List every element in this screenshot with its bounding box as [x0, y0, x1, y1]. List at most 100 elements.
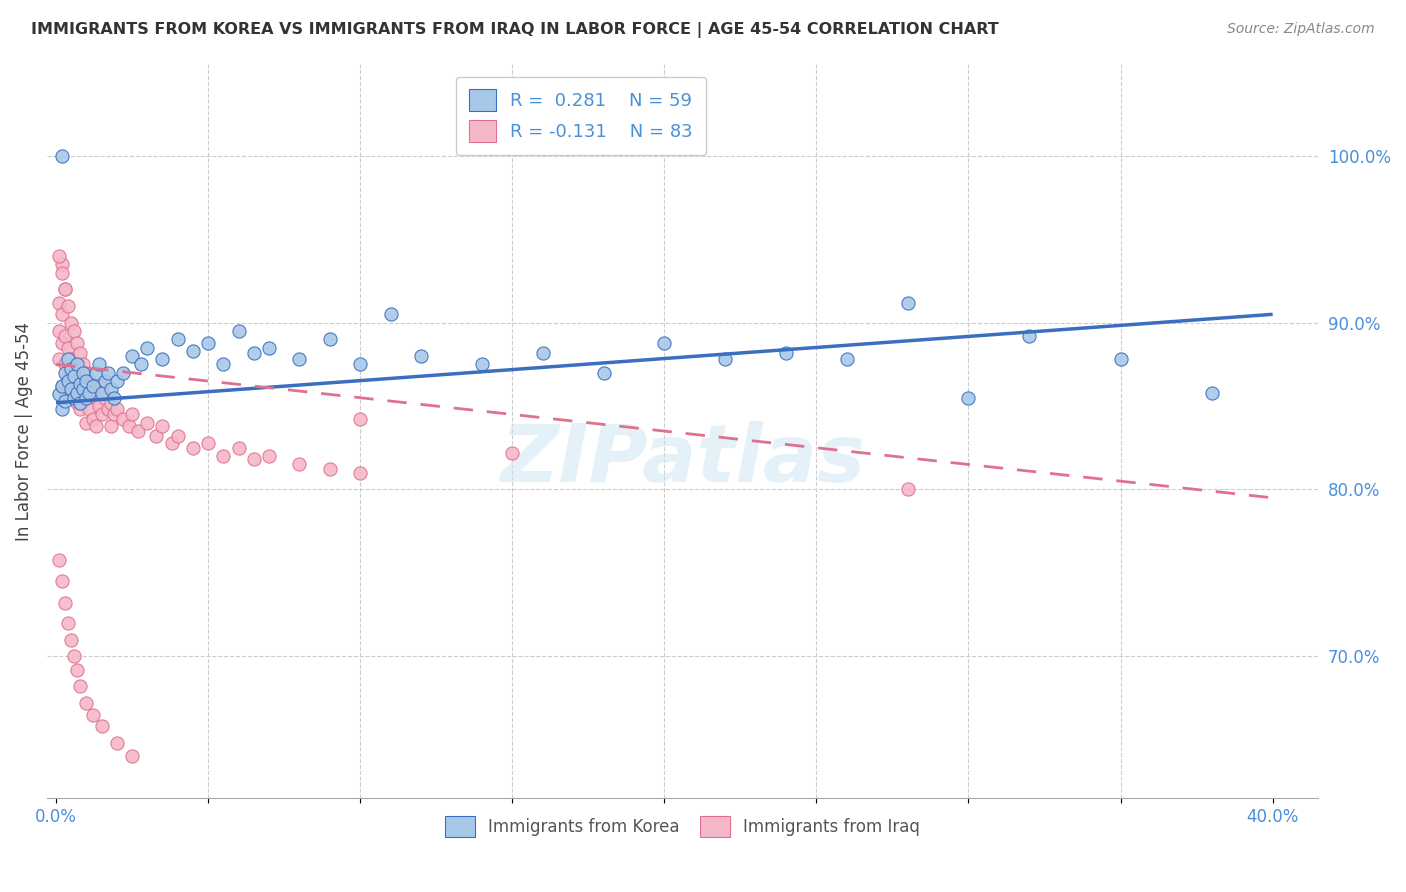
Point: [53, 385, 76, 400]
Point: [56, 352, 79, 367]
Point: [75, 374, 97, 388]
Point: [319, 462, 342, 476]
Point: [60, 352, 83, 367]
Point: [166, 332, 188, 346]
Point: [51, 257, 73, 271]
Point: [48, 295, 70, 310]
Point: [228, 324, 250, 338]
Point: [127, 424, 149, 438]
Point: [75, 696, 97, 710]
Point: [242, 452, 264, 467]
Point: [409, 349, 432, 363]
Point: [63, 391, 86, 405]
Point: [51, 307, 73, 321]
Point: [103, 391, 125, 405]
Point: [60, 383, 83, 397]
Text: IMMIGRANTS FROM KOREA VS IMMIGRANTS FROM IRAQ IN LABOR FORCE | AGE 45-54 CORRELA: IMMIGRANTS FROM KOREA VS IMMIGRANTS FROM…: [31, 22, 998, 38]
Point: [93, 374, 115, 388]
Point: [56, 369, 79, 384]
Point: [72, 383, 94, 397]
Point: [66, 369, 89, 384]
Point: [90, 379, 112, 393]
Text: Source: ZipAtlas.com: Source: ZipAtlas.com: [1227, 22, 1375, 37]
Point: [84, 391, 107, 405]
Point: [242, 345, 264, 359]
Point: [897, 295, 920, 310]
Point: [136, 341, 159, 355]
Point: [714, 352, 737, 367]
Point: [90, 385, 112, 400]
Point: [56, 341, 79, 355]
Point: [97, 366, 120, 380]
Point: [51, 379, 73, 393]
Point: [69, 679, 91, 693]
Point: [75, 391, 97, 405]
Point: [69, 345, 91, 359]
Y-axis label: In Labor Force | Age 45-54: In Labor Force | Age 45-54: [15, 322, 32, 541]
Point: [48, 249, 70, 263]
Point: [1109, 352, 1132, 367]
Point: [84, 419, 107, 434]
Point: [897, 483, 920, 497]
Point: [197, 335, 219, 350]
Point: [53, 329, 76, 343]
Point: [471, 357, 494, 371]
Point: [66, 395, 89, 409]
Point: [349, 412, 371, 426]
Point: [152, 352, 174, 367]
Point: [72, 366, 94, 380]
Point: [69, 395, 91, 409]
Point: [349, 357, 371, 371]
Point: [53, 282, 76, 296]
Point: [53, 282, 76, 296]
Point: [53, 596, 76, 610]
Point: [82, 707, 104, 722]
Point: [118, 419, 141, 434]
Point: [835, 352, 858, 367]
Point: [105, 374, 128, 388]
Point: [100, 419, 122, 434]
Point: [181, 441, 204, 455]
Point: [79, 385, 101, 400]
Point: [288, 352, 311, 367]
Point: [121, 349, 143, 363]
Point: [63, 649, 86, 664]
Point: [212, 449, 235, 463]
Point: [79, 402, 101, 417]
Point: [75, 416, 97, 430]
Point: [82, 379, 104, 393]
Point: [53, 357, 76, 371]
Point: [100, 383, 122, 397]
Point: [60, 632, 83, 647]
Point: [56, 374, 79, 388]
Point: [63, 324, 86, 338]
Point: [166, 429, 188, 443]
Point: [288, 458, 311, 472]
Point: [60, 385, 83, 400]
Point: [652, 335, 675, 350]
Point: [90, 719, 112, 733]
Point: [51, 379, 73, 393]
Point: [60, 362, 83, 376]
Point: [319, 332, 342, 346]
Point: [93, 391, 115, 405]
Point: [212, 357, 235, 371]
Point: [51, 266, 73, 280]
Legend: Immigrants from Korea, Immigrants from Iraq: Immigrants from Korea, Immigrants from I…: [437, 808, 928, 845]
Point: [592, 366, 614, 380]
Text: ZIPatlas: ZIPatlas: [501, 421, 865, 500]
Point: [145, 429, 167, 443]
Point: [129, 357, 152, 371]
Point: [501, 446, 523, 460]
Point: [82, 385, 104, 400]
Point: [51, 335, 73, 350]
Point: [66, 663, 89, 677]
Point: [380, 307, 402, 321]
Point: [51, 402, 73, 417]
Point: [349, 466, 371, 480]
Point: [111, 366, 134, 380]
Point: [152, 419, 174, 434]
Point: [1201, 385, 1223, 400]
Point: [69, 377, 91, 392]
Point: [56, 299, 79, 313]
